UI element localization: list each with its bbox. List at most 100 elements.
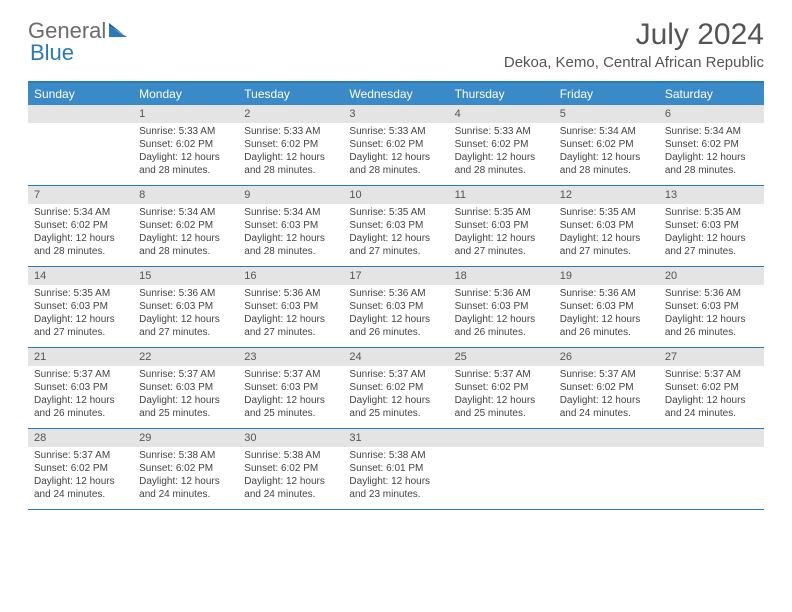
- sun-line: Daylight: 12 hours and 24 minutes.: [244, 475, 337, 501]
- day-number: 3: [343, 105, 448, 123]
- sun-line: Sunset: 6:03 PM: [139, 300, 232, 313]
- sun-line: Sunrise: 5:34 AM: [665, 125, 758, 138]
- sun-line: Daylight: 12 hours and 27 minutes.: [560, 232, 653, 258]
- day-cell: 8Sunrise: 5:34 AMSunset: 6:02 PMDaylight…: [133, 186, 238, 266]
- sun-line: Sunset: 6:02 PM: [34, 462, 127, 475]
- day-number: [28, 105, 133, 123]
- day-body: Sunrise: 5:37 AMSunset: 6:02 PMDaylight:…: [554, 366, 659, 424]
- day-cell: 12Sunrise: 5:35 AMSunset: 6:03 PMDayligh…: [554, 186, 659, 266]
- day-body: Sunrise: 5:35 AMSunset: 6:03 PMDaylight:…: [554, 204, 659, 262]
- weekday-col: Sunday: [28, 83, 133, 105]
- day-cell: [659, 429, 764, 509]
- day-cell: 31Sunrise: 5:38 AMSunset: 6:01 PMDayligh…: [343, 429, 448, 509]
- day-cell: 15Sunrise: 5:36 AMSunset: 6:03 PMDayligh…: [133, 267, 238, 347]
- sun-line: Sunset: 6:02 PM: [139, 462, 232, 475]
- day-number: 8: [133, 186, 238, 204]
- day-cell: 2Sunrise: 5:33 AMSunset: 6:02 PMDaylight…: [238, 105, 343, 185]
- day-body: Sunrise: 5:33 AMSunset: 6:02 PMDaylight:…: [449, 123, 554, 181]
- sun-line: Sunset: 6:02 PM: [349, 381, 442, 394]
- sun-line: Sunrise: 5:33 AM: [244, 125, 337, 138]
- weekday-col: Saturday: [659, 83, 764, 105]
- sun-line: Daylight: 12 hours and 25 minutes.: [455, 394, 548, 420]
- day-cell: 4Sunrise: 5:33 AMSunset: 6:02 PMDaylight…: [449, 105, 554, 185]
- day-number: 5: [554, 105, 659, 123]
- day-cell: 18Sunrise: 5:36 AMSunset: 6:03 PMDayligh…: [449, 267, 554, 347]
- day-cell: 20Sunrise: 5:36 AMSunset: 6:03 PMDayligh…: [659, 267, 764, 347]
- flag-icon: [109, 23, 131, 39]
- day-number: 2: [238, 105, 343, 123]
- sun-line: Daylight: 12 hours and 26 minutes.: [349, 313, 442, 339]
- day-body: Sunrise: 5:37 AMSunset: 6:03 PMDaylight:…: [133, 366, 238, 424]
- day-body: Sunrise: 5:35 AMSunset: 6:03 PMDaylight:…: [449, 204, 554, 262]
- day-cell: [449, 429, 554, 509]
- weekday-col: Tuesday: [238, 83, 343, 105]
- sun-line: Sunrise: 5:34 AM: [560, 125, 653, 138]
- sun-line: Daylight: 12 hours and 28 minutes.: [34, 232, 127, 258]
- day-number: 31: [343, 429, 448, 447]
- sun-line: Daylight: 12 hours and 26 minutes.: [665, 313, 758, 339]
- day-number: [554, 429, 659, 447]
- sun-line: Daylight: 12 hours and 28 minutes.: [139, 151, 232, 177]
- day-cell: 23Sunrise: 5:37 AMSunset: 6:03 PMDayligh…: [238, 348, 343, 428]
- month-title: July 2024: [504, 18, 764, 52]
- sun-line: Daylight: 12 hours and 25 minutes.: [244, 394, 337, 420]
- sun-line: Sunset: 6:03 PM: [244, 219, 337, 232]
- day-cell: 30Sunrise: 5:38 AMSunset: 6:02 PMDayligh…: [238, 429, 343, 509]
- day-number: 23: [238, 348, 343, 366]
- day-cell: 16Sunrise: 5:36 AMSunset: 6:03 PMDayligh…: [238, 267, 343, 347]
- sun-line: Sunrise: 5:36 AM: [455, 287, 548, 300]
- day-body: Sunrise: 5:36 AMSunset: 6:03 PMDaylight:…: [343, 285, 448, 343]
- day-body: Sunrise: 5:37 AMSunset: 6:03 PMDaylight:…: [28, 366, 133, 424]
- day-cell: 5Sunrise: 5:34 AMSunset: 6:02 PMDaylight…: [554, 105, 659, 185]
- sun-line: Sunrise: 5:38 AM: [349, 449, 442, 462]
- title-block: July 2024 Dekoa, Kemo, Central African R…: [504, 18, 764, 71]
- day-body: Sunrise: 5:34 AMSunset: 6:02 PMDaylight:…: [659, 123, 764, 181]
- sun-line: Sunrise: 5:35 AM: [349, 206, 442, 219]
- sun-line: Daylight: 12 hours and 26 minutes.: [455, 313, 548, 339]
- day-body: Sunrise: 5:34 AMSunset: 6:02 PMDaylight:…: [28, 204, 133, 262]
- sun-line: Daylight: 12 hours and 27 minutes.: [244, 313, 337, 339]
- weekday-col: Friday: [554, 83, 659, 105]
- sun-line: Daylight: 12 hours and 25 minutes.: [139, 394, 232, 420]
- day-number: 29: [133, 429, 238, 447]
- day-body: [28, 123, 133, 129]
- sun-line: Daylight: 12 hours and 24 minutes.: [34, 475, 127, 501]
- sun-line: Sunrise: 5:34 AM: [34, 206, 127, 219]
- sun-line: Sunset: 6:02 PM: [665, 138, 758, 151]
- day-cell: 28Sunrise: 5:37 AMSunset: 6:02 PMDayligh…: [28, 429, 133, 509]
- day-number: 20: [659, 267, 764, 285]
- day-body: Sunrise: 5:36 AMSunset: 6:03 PMDaylight:…: [238, 285, 343, 343]
- day-number: 6: [659, 105, 764, 123]
- sun-line: Daylight: 12 hours and 28 minutes.: [244, 151, 337, 177]
- sun-line: Sunset: 6:03 PM: [455, 300, 548, 313]
- sun-line: Sunrise: 5:35 AM: [560, 206, 653, 219]
- day-body: Sunrise: 5:37 AMSunset: 6:02 PMDaylight:…: [28, 447, 133, 505]
- sun-line: Sunrise: 5:37 AM: [34, 368, 127, 381]
- day-cell: 17Sunrise: 5:36 AMSunset: 6:03 PMDayligh…: [343, 267, 448, 347]
- sun-line: Sunset: 6:03 PM: [349, 300, 442, 313]
- sun-line: Sunset: 6:03 PM: [665, 219, 758, 232]
- sun-line: Sunset: 6:02 PM: [560, 138, 653, 151]
- sun-line: Sunset: 6:03 PM: [34, 300, 127, 313]
- day-cell: [28, 105, 133, 185]
- day-number: 27: [659, 348, 764, 366]
- week-row: 21Sunrise: 5:37 AMSunset: 6:03 PMDayligh…: [28, 348, 764, 429]
- sun-line: Sunset: 6:02 PM: [139, 138, 232, 151]
- weekday-col: Monday: [133, 83, 238, 105]
- sun-line: Sunrise: 5:36 AM: [560, 287, 653, 300]
- day-cell: 21Sunrise: 5:37 AMSunset: 6:03 PMDayligh…: [28, 348, 133, 428]
- day-body: [554, 447, 659, 453]
- sun-line: Sunset: 6:02 PM: [34, 219, 127, 232]
- day-body: [449, 447, 554, 453]
- day-body: Sunrise: 5:35 AMSunset: 6:03 PMDaylight:…: [343, 204, 448, 262]
- day-number: 25: [449, 348, 554, 366]
- day-body: Sunrise: 5:36 AMSunset: 6:03 PMDaylight:…: [449, 285, 554, 343]
- sun-line: Daylight: 12 hours and 27 minutes.: [139, 313, 232, 339]
- sun-line: Sunset: 6:03 PM: [560, 219, 653, 232]
- sun-line: Sunrise: 5:37 AM: [455, 368, 548, 381]
- day-cell: 6Sunrise: 5:34 AMSunset: 6:02 PMDaylight…: [659, 105, 764, 185]
- day-number: 4: [449, 105, 554, 123]
- day-cell: 10Sunrise: 5:35 AMSunset: 6:03 PMDayligh…: [343, 186, 448, 266]
- day-number: 30: [238, 429, 343, 447]
- day-cell: 25Sunrise: 5:37 AMSunset: 6:02 PMDayligh…: [449, 348, 554, 428]
